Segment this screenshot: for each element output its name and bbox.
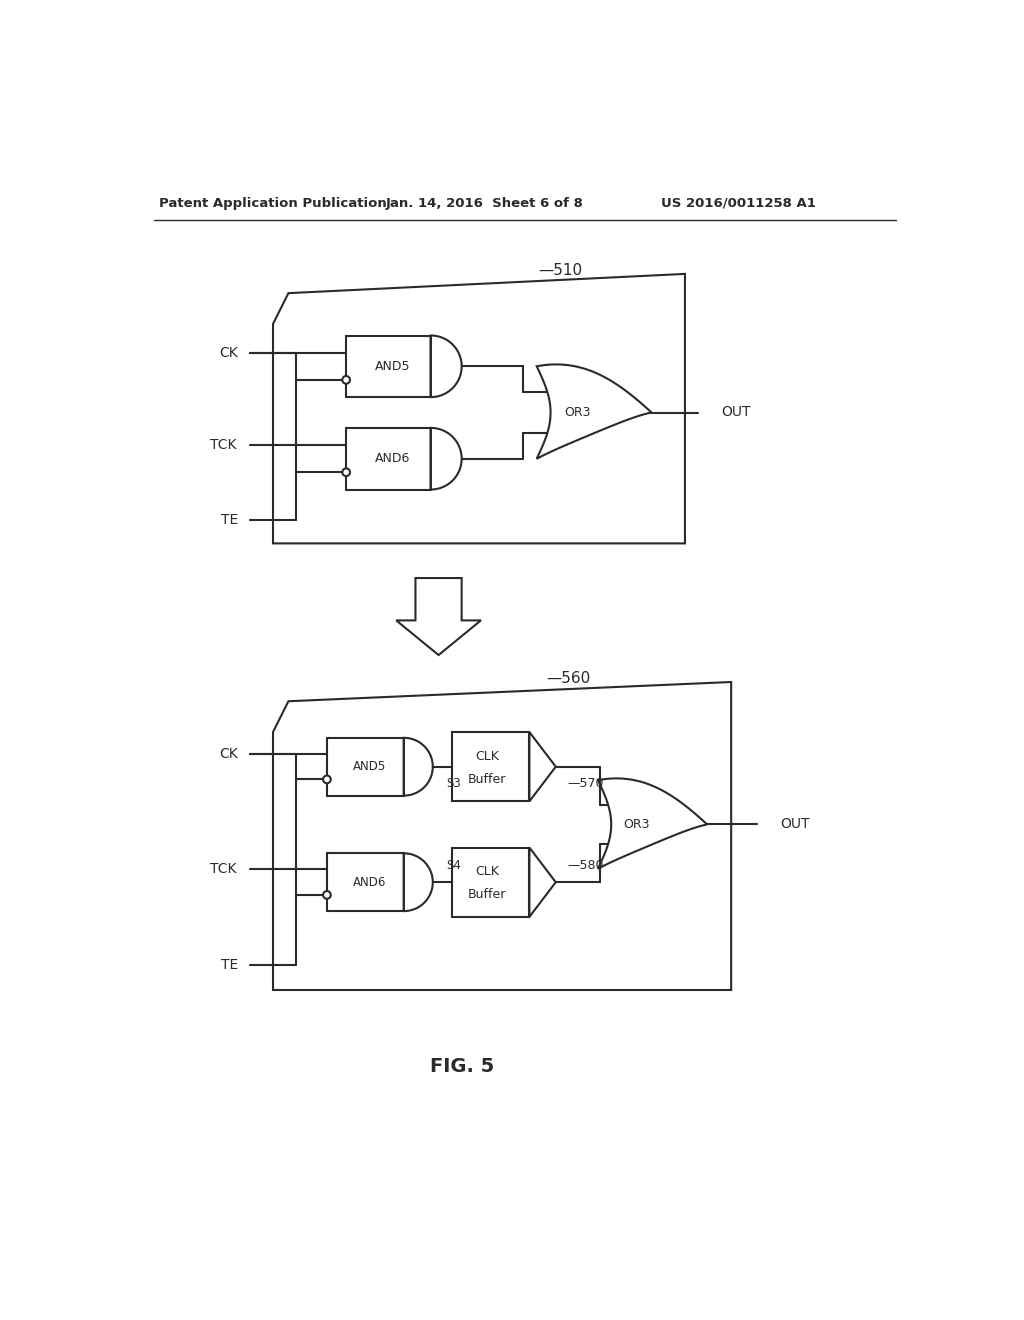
Text: US 2016/0011258 A1: US 2016/0011258 A1 — [662, 197, 816, 210]
Text: OUT: OUT — [780, 817, 810, 832]
Polygon shape — [403, 738, 433, 796]
Circle shape — [323, 776, 331, 783]
Text: S3: S3 — [446, 777, 462, 791]
Text: —570: —570 — [567, 777, 604, 791]
Text: AND5: AND5 — [375, 360, 410, 372]
Text: CK: CK — [219, 747, 239, 762]
Text: CK: CK — [219, 346, 239, 360]
Polygon shape — [529, 847, 556, 917]
Text: Buffer: Buffer — [468, 772, 506, 785]
Text: OR3: OR3 — [564, 407, 591, 418]
Text: Buffer: Buffer — [468, 888, 506, 902]
Polygon shape — [431, 428, 462, 490]
Text: AND5: AND5 — [352, 760, 386, 774]
Polygon shape — [273, 682, 731, 990]
Text: TE: TE — [221, 513, 239, 527]
Text: AND6: AND6 — [352, 875, 386, 888]
Text: —510: —510 — [539, 263, 583, 277]
Circle shape — [342, 376, 350, 384]
Polygon shape — [598, 779, 708, 869]
Polygon shape — [396, 578, 481, 655]
Text: OUT: OUT — [721, 405, 751, 420]
Polygon shape — [273, 275, 685, 544]
Text: —560: —560 — [547, 671, 591, 685]
Bar — [453, 733, 529, 801]
Text: Jan. 14, 2016  Sheet 6 of 8: Jan. 14, 2016 Sheet 6 of 8 — [386, 197, 584, 210]
Text: —580: —580 — [567, 859, 604, 871]
Text: TCK: TCK — [210, 438, 237, 453]
Text: AND6: AND6 — [375, 453, 410, 465]
Polygon shape — [529, 733, 556, 801]
Circle shape — [323, 891, 331, 899]
Polygon shape — [431, 335, 462, 397]
Text: CLK: CLK — [475, 866, 499, 878]
Text: S4: S4 — [446, 859, 462, 871]
Polygon shape — [537, 364, 651, 459]
Text: TE: TE — [221, 958, 239, 973]
Text: TCK: TCK — [210, 862, 237, 876]
Circle shape — [342, 469, 350, 477]
Bar — [453, 847, 529, 917]
Text: CLK: CLK — [475, 750, 499, 763]
Text: FIG. 5: FIG. 5 — [429, 1057, 494, 1077]
Text: OR3: OR3 — [624, 818, 649, 832]
Polygon shape — [403, 853, 433, 911]
Text: Patent Application Publication: Patent Application Publication — [159, 197, 387, 210]
